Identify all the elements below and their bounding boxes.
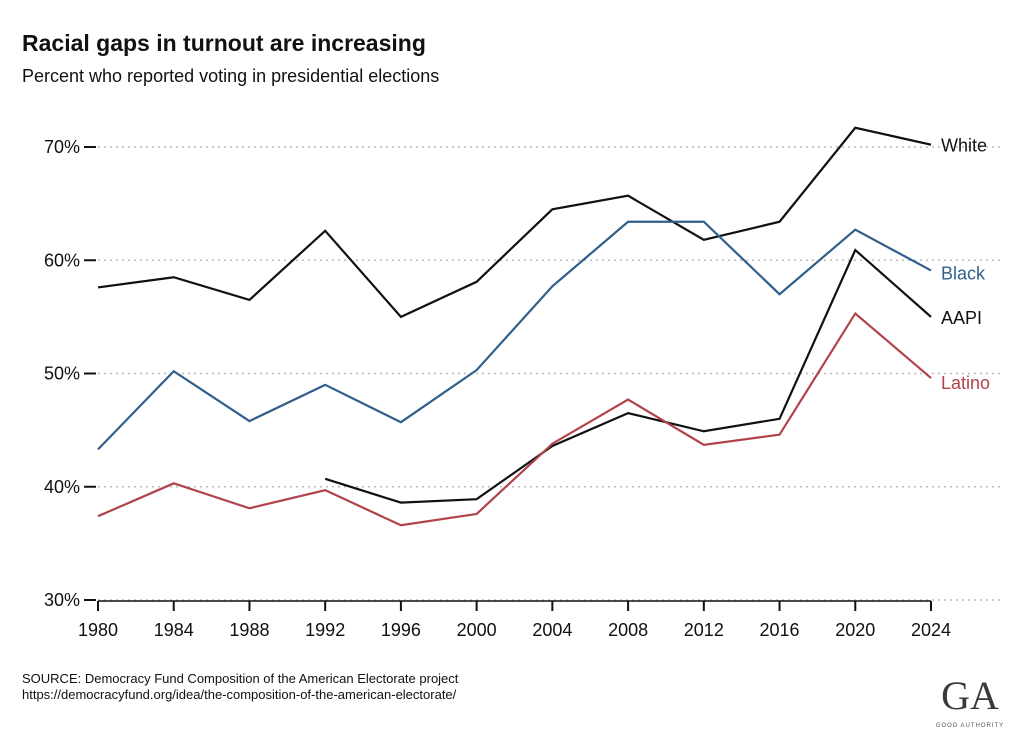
- series-label-white: White: [941, 136, 987, 156]
- logo-mark: GA: [941, 673, 999, 718]
- x-tick-label: 2012: [684, 620, 724, 640]
- series-label-latino: Latino: [941, 373, 990, 393]
- series-line-aapi: [324, 248, 932, 504]
- series-line-black: [97, 220, 932, 451]
- y-tick-label: 70%: [44, 137, 80, 157]
- series-label-black: Black: [941, 263, 986, 283]
- x-tick-label: 2020: [835, 620, 875, 640]
- source-text: SOURCE: Democracy Fund Composition of th…: [22, 671, 459, 686]
- series-line-latino: [97, 311, 932, 527]
- y-tick-label: 30%: [44, 590, 80, 610]
- x-tick-label: 1980: [78, 620, 118, 640]
- source-note: SOURCE: Democracy Fund Composition of th…: [22, 671, 458, 703]
- y-tick-label: 40%: [44, 477, 80, 497]
- x-tick-label: 2024: [911, 620, 951, 640]
- good-authority-logo: GA GOOD AUTHORITY: [925, 672, 1015, 730]
- y-tick-label: 50%: [44, 364, 80, 384]
- source-url: https://democracyfund.org/idea/the-compo…: [22, 687, 457, 702]
- x-tick-label: 1996: [381, 620, 421, 640]
- chart-title: Racial gaps in turnout are increasing: [22, 30, 426, 56]
- series-label-aapi: AAPI: [941, 308, 982, 328]
- y-tick-label: 60%: [44, 250, 80, 270]
- x-tick-label: 1992: [305, 620, 345, 640]
- series-line-white: [97, 126, 932, 319]
- x-tick-label: 2004: [532, 620, 572, 640]
- x-tick-label: 2000: [457, 620, 497, 640]
- x-tick-label: 1988: [229, 620, 269, 640]
- x-tick-label: 2008: [608, 620, 648, 640]
- line-chart: 30% 40% 50% 60% 70% 1980 1984 1988 1992 1996 2000 2…: [44, 126, 1000, 640]
- x-tick-label: 2016: [760, 620, 800, 640]
- chart-subtitle: Percent who reported voting in president…: [22, 66, 440, 86]
- logo-text: GOOD AUTHORITY: [935, 723, 1005, 729]
- x-tick-label: 1984: [154, 620, 194, 640]
